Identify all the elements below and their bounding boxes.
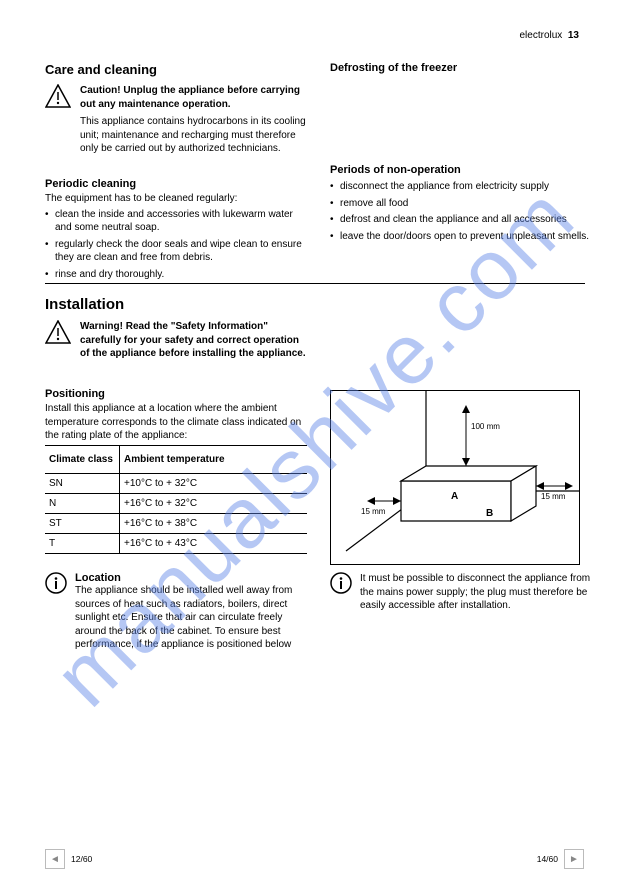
table-row: T +16°C to + 43°C — [45, 534, 307, 554]
positioning-block: Positioning Install this appliance at a … — [45, 388, 307, 443]
location-block: Location The appliance should be install… — [45, 572, 307, 652]
diagram-label: 15 mm — [541, 492, 566, 501]
clearance-diagram: 100 mm A B 15 mm 15 mm — [330, 390, 580, 565]
section-divider — [45, 283, 585, 284]
caution-icon — [45, 84, 71, 113]
list-item: clean the inside and accessories with lu… — [45, 208, 307, 235]
climate-table: Climate class Ambient temperature SN +10… — [45, 445, 307, 554]
info-icon — [45, 572, 67, 599]
warning-text: Warning! Read the "Safety Information" c… — [80, 320, 308, 361]
caution-text: Caution! Unplug the appliance before car… — [80, 84, 308, 156]
list-item: rinse and dry thoroughly. — [45, 268, 307, 282]
care-heading-block: Care and cleaning — [45, 62, 307, 83]
prev-page-button[interactable]: ◄ — [45, 849, 65, 869]
list-item: defrost and clean the appliance and all … — [330, 213, 592, 227]
list-item: regularly check the door seals and wipe … — [45, 238, 307, 265]
list-item: remove all food — [330, 197, 592, 211]
right-note-block: It must be possible to disconnect the ap… — [330, 572, 592, 613]
page-nav: ◄ 12/60 14/60 ► — [45, 849, 584, 869]
page-header-right: electrolux 13 — [520, 30, 580, 41]
diagram-label: 15 mm — [361, 507, 386, 516]
list-item: disconnect the appliance from electricit… — [330, 180, 592, 194]
diagram-label: 100 mm — [471, 422, 500, 431]
next-page-button[interactable]: ► — [564, 849, 584, 869]
table-header: Climate class Ambient temperature — [45, 446, 307, 474]
next-page-label: 14/60 — [537, 854, 558, 864]
list-item: leave the door/doors open to prevent unp… — [330, 230, 592, 244]
table-row: N +16°C to + 32°C — [45, 494, 307, 514]
diagram-label: B — [486, 508, 493, 519]
info-icon — [330, 572, 352, 599]
care-heading: Care and cleaning — [45, 62, 307, 77]
diagram-label: A — [451, 491, 458, 502]
table-row: ST +16°C to + 38°C — [45, 514, 307, 534]
periodic-cleaning: Periodic cleaning The equipment has to b… — [45, 178, 307, 284]
table-row: SN +10°C to + 32°C — [45, 474, 307, 494]
warning-icon — [45, 320, 71, 349]
prev-page-label: 12/60 — [71, 854, 92, 864]
installation-title: Installation — [45, 296, 307, 313]
right-col-top: Defrosting of the freezer Periods of non… — [330, 62, 592, 246]
